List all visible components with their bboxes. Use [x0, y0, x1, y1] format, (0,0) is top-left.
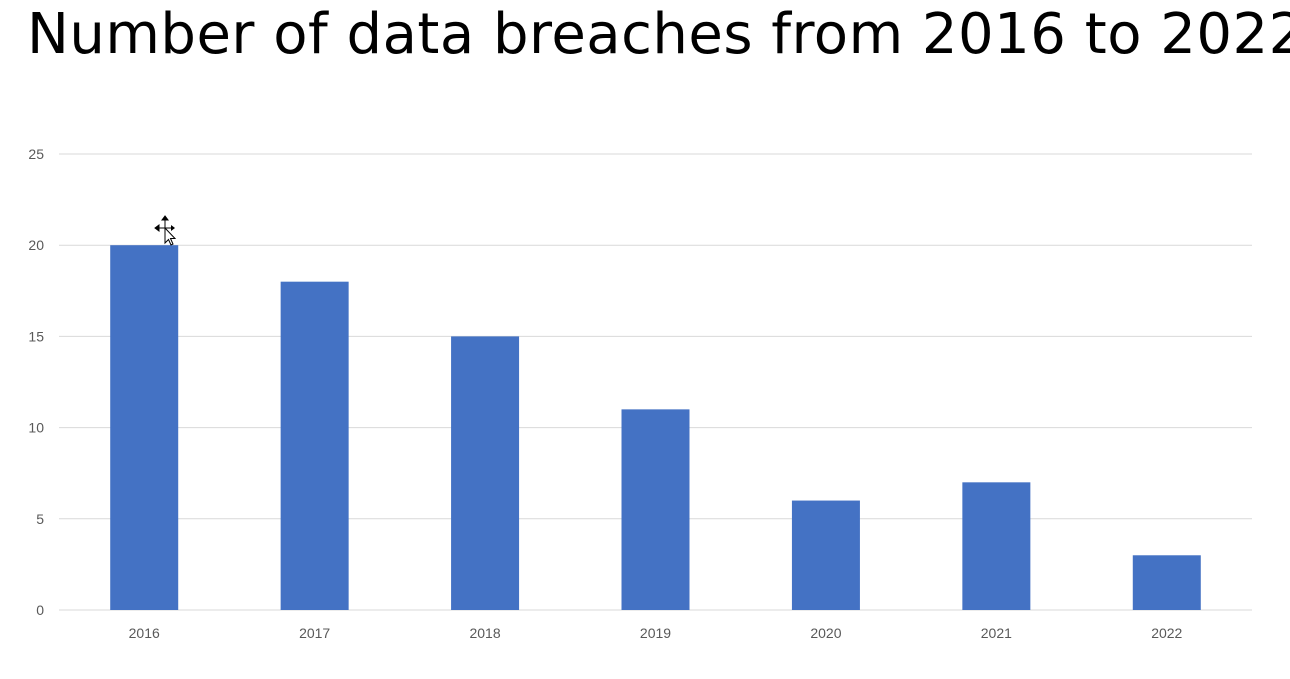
bar-2020[interactable]: [791, 500, 860, 610]
bar-2021[interactable]: [962, 482, 1031, 610]
y-tick-label: 0: [36, 602, 44, 618]
bars: [110, 245, 1201, 610]
y-tick-label: 15: [28, 328, 44, 344]
move-cursor-icon: [154, 215, 177, 246]
x-tick-label: 2021: [981, 625, 1012, 641]
bar-2016[interactable]: [110, 245, 179, 610]
y-axis-tick-labels: 0 5 10 15 20 25: [28, 146, 44, 618]
bar-2017[interactable]: [280, 281, 349, 610]
x-tick-label: 2022: [1151, 625, 1182, 641]
x-tick-label: 2018: [469, 625, 500, 641]
bar-2019[interactable]: [621, 409, 690, 610]
y-tick-label: 25: [28, 146, 44, 162]
x-tick-label: 2016: [129, 625, 160, 641]
x-axis-tick-labels: 2016 2017 2018 2019 2020 2021 2022: [129, 625, 1183, 641]
bar-2018[interactable]: [451, 336, 520, 610]
bar-2022[interactable]: [1132, 555, 1201, 610]
y-tick-label: 10: [28, 420, 44, 436]
y-tick-label: 20: [28, 237, 44, 253]
x-tick-label: 2017: [299, 625, 330, 641]
x-tick-label: 2020: [810, 625, 841, 641]
chart-title: Number of data breaches from 2016 to 202…: [27, 2, 1290, 67]
x-tick-label: 2019: [640, 625, 671, 641]
y-tick-label: 5: [36, 511, 44, 527]
